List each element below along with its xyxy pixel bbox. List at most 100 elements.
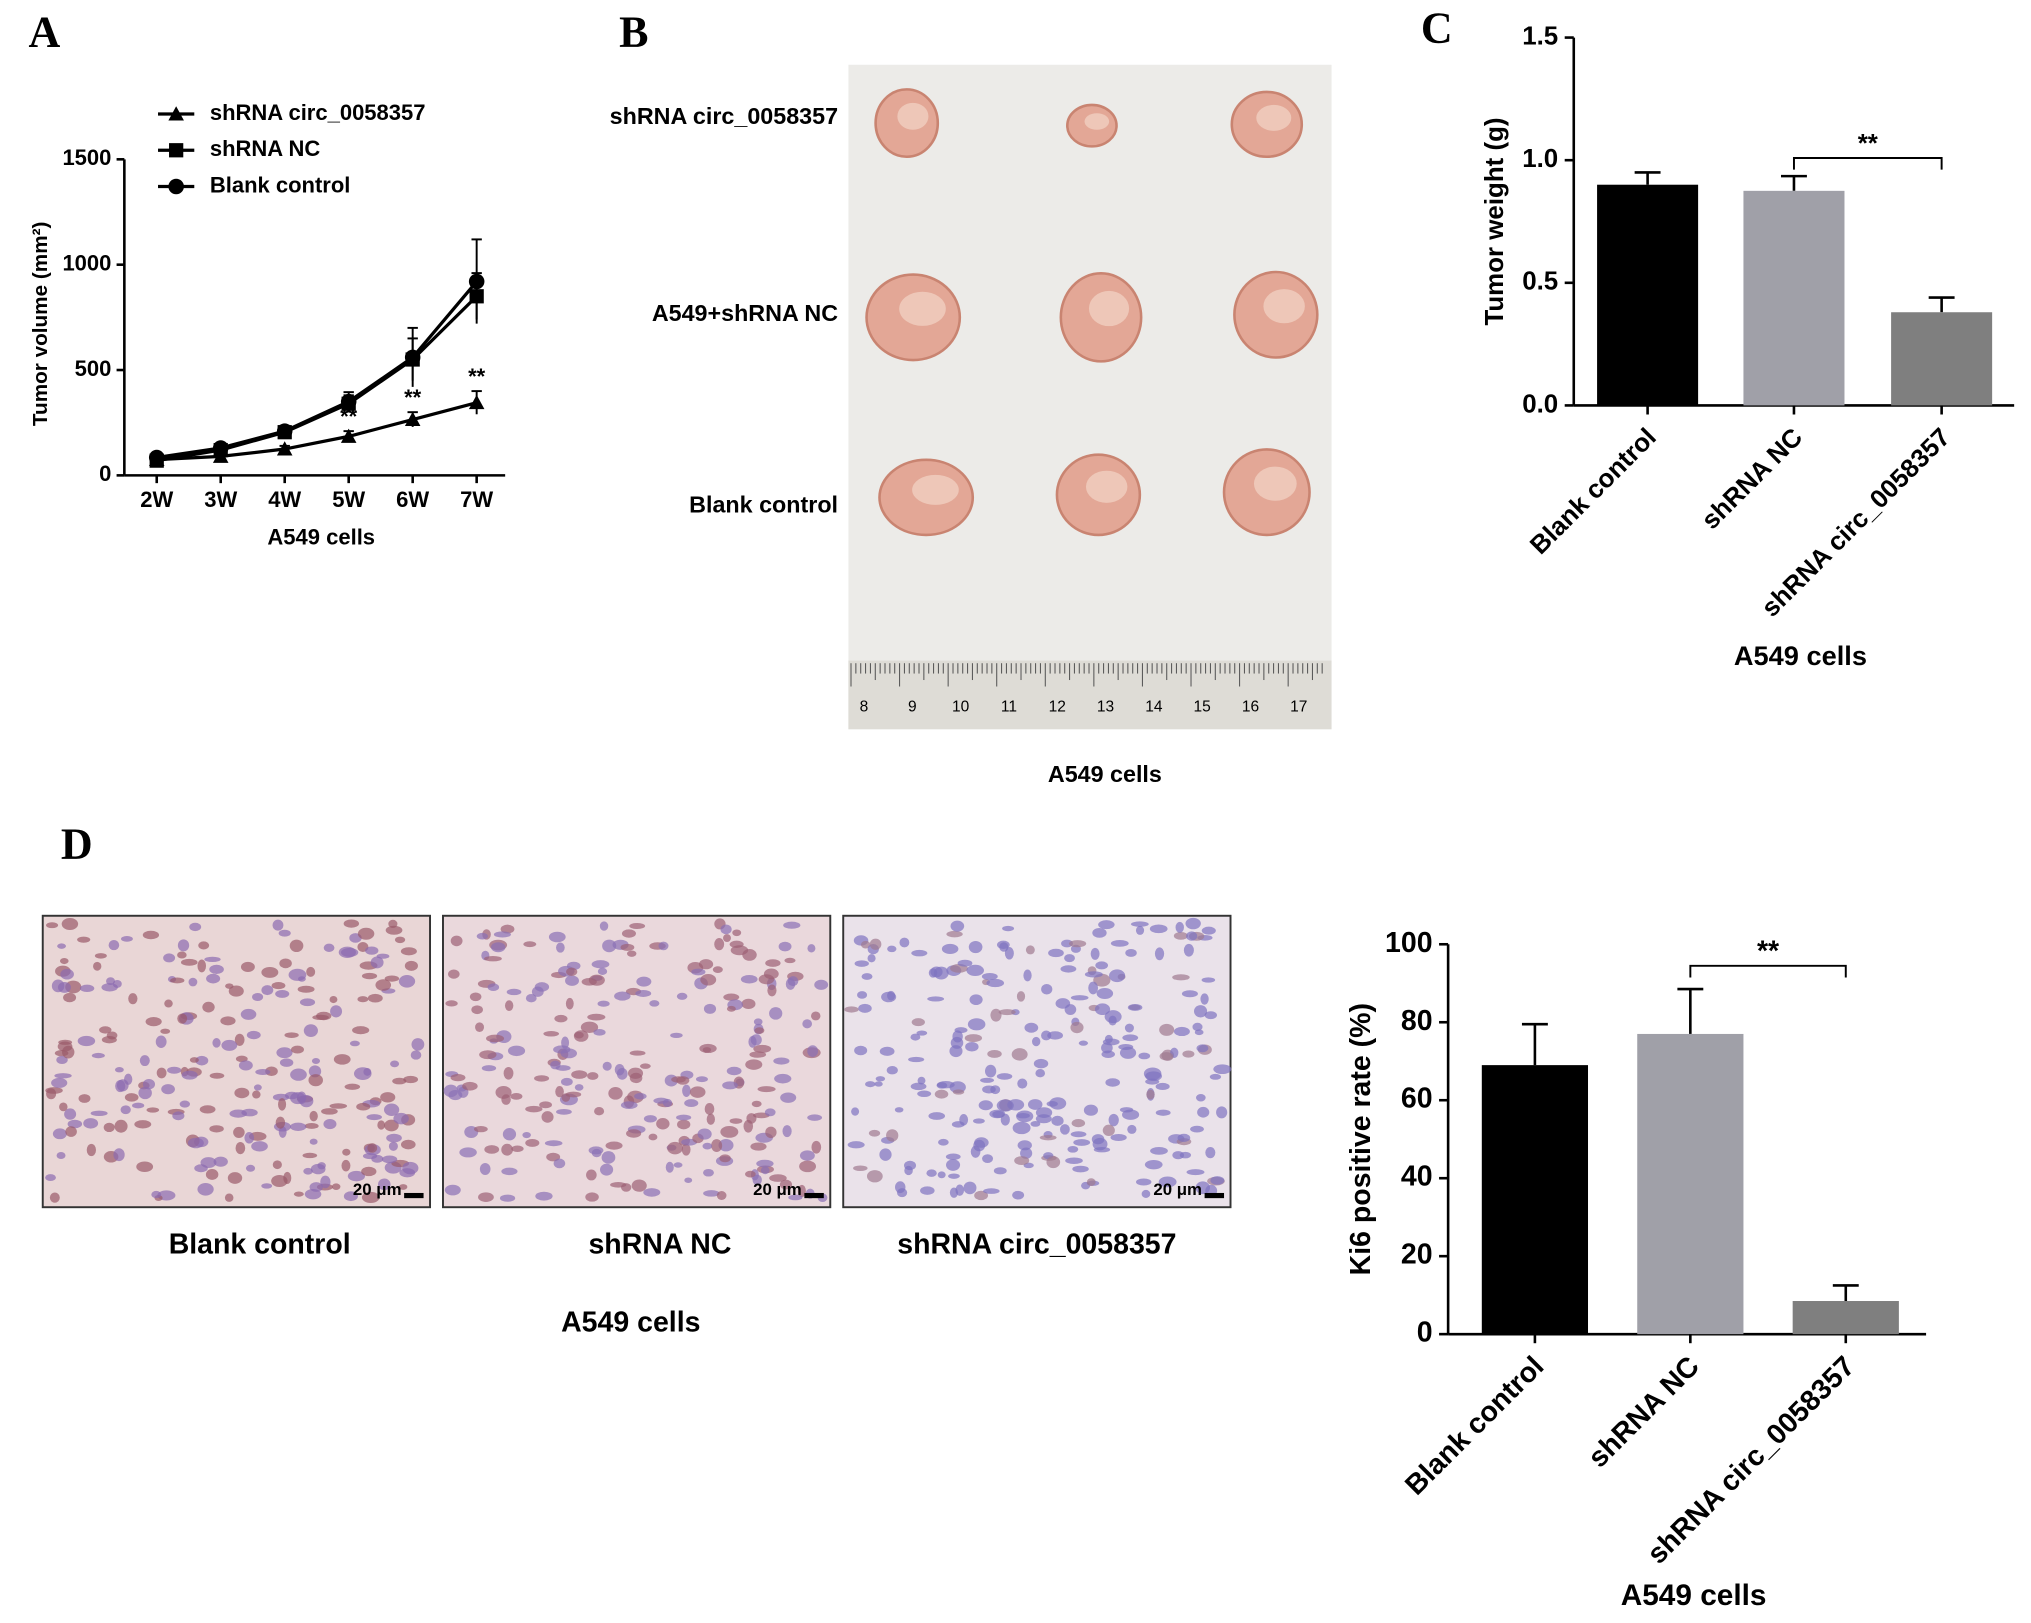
- cell-nucleus: [1109, 969, 1126, 983]
- cell-nucleus: [811, 1011, 821, 1021]
- cell-nucleus: [954, 1027, 968, 1034]
- cell-nucleus: [375, 979, 392, 991]
- cell-nucleus: [330, 1005, 343, 1018]
- cell-nucleus: [703, 1190, 720, 1197]
- cell-nucleus: [90, 1110, 108, 1117]
- cell-nucleus: [753, 1018, 763, 1026]
- cell-nucleus: [959, 1114, 969, 1126]
- cell-nucleus: [1064, 1004, 1077, 1015]
- cell-nucleus: [780, 1092, 797, 1103]
- cell-nucleus: [682, 1084, 691, 1097]
- data-point: [148, 449, 165, 466]
- cell-nucleus: [245, 1164, 256, 1172]
- cell-nucleus: [982, 1154, 994, 1163]
- cell-nucleus: [45, 1087, 63, 1094]
- cell-nucleus: [927, 996, 945, 1002]
- cell-nucleus: [1135, 1178, 1152, 1186]
- cell-nucleus: [484, 955, 502, 962]
- cell-nucleus: [234, 1087, 250, 1099]
- cell-nucleus: [501, 1143, 513, 1156]
- cell-nucleus: [103, 1122, 115, 1133]
- cell-nucleus: [851, 1107, 860, 1116]
- cell-nucleus: [544, 1140, 563, 1147]
- cell-nucleus: [982, 1085, 996, 1094]
- cell-nucleus: [908, 1056, 925, 1063]
- cell-nucleus: [1070, 1131, 1087, 1138]
- cell-nucleus: [667, 1141, 683, 1155]
- cell-nucleus: [209, 964, 224, 974]
- tumor-photo: [848, 64, 1332, 730]
- cell-nucleus: [261, 1183, 273, 1189]
- cell-nucleus: [493, 931, 511, 938]
- cell-nucleus: [63, 992, 77, 1003]
- cell-nucleus: [858, 1003, 872, 1013]
- x-axis-label: A549 cells: [1734, 640, 1867, 671]
- cell-nucleus: [1071, 1118, 1086, 1128]
- y-tick-label: 20: [1401, 1239, 1433, 1271]
- cell-nucleus: [1181, 990, 1198, 998]
- cell-nucleus: [459, 1147, 477, 1158]
- cell-nucleus: [1014, 1156, 1030, 1166]
- cell-nucleus: [779, 1179, 793, 1190]
- cell-nucleus: [507, 1045, 526, 1057]
- cell-nucleus: [58, 1039, 73, 1045]
- cell-nucleus: [743, 1119, 754, 1133]
- cell-nucleus: [213, 1156, 228, 1167]
- cell-nucleus: [869, 938, 882, 950]
- cell-nucleus: [691, 968, 706, 976]
- cell-nucleus: [894, 1107, 904, 1113]
- annotation: **: [468, 364, 486, 389]
- cell-nucleus: [303, 1167, 313, 1175]
- cell-nucleus: [712, 966, 723, 974]
- cell-nucleus: [138, 1086, 152, 1100]
- cell-nucleus: [398, 1184, 408, 1190]
- cell-nucleus: [340, 947, 359, 957]
- cell-nucleus: [561, 1093, 571, 1102]
- cell-nucleus: [534, 982, 550, 992]
- cell-nucleus: [1023, 969, 1032, 982]
- cell-nucleus: [581, 977, 597, 986]
- cell-nucleus: [1060, 965, 1077, 973]
- cell-nucleus: [221, 1039, 238, 1051]
- cell-nucleus: [297, 985, 315, 993]
- cell-nucleus: [278, 1098, 287, 1111]
- cell-nucleus: [189, 922, 202, 932]
- cell-nucleus: [767, 984, 777, 997]
- cell-nucleus: [59, 958, 69, 965]
- cell-nucleus: [643, 1115, 657, 1123]
- cell-nucleus: [276, 1047, 293, 1059]
- cell-nucleus: [534, 1075, 550, 1082]
- cell-nucleus: [926, 1169, 937, 1177]
- cell-nucleus: [86, 1143, 96, 1157]
- tumor-highlight: [1088, 290, 1130, 327]
- panel-label: A: [28, 7, 60, 56]
- cell-nucleus: [740, 975, 758, 984]
- cell-nucleus: [745, 1170, 756, 1178]
- y-tick-label: 0.0: [1522, 390, 1558, 418]
- cell-nucleus: [474, 1125, 488, 1133]
- y-tick-label: 60: [1401, 1083, 1433, 1115]
- x-tick-label: Blank control: [1525, 423, 1662, 560]
- cell-nucleus: [1146, 1089, 1155, 1100]
- cell-nucleus: [279, 1058, 294, 1067]
- data-point: [340, 428, 357, 443]
- cell-nucleus: [310, 1163, 326, 1175]
- cell-nucleus: [980, 1077, 995, 1083]
- cell-nucleus: [1051, 1115, 1064, 1126]
- cell-nucleus: [1012, 1190, 1025, 1200]
- cell-nucleus: [308, 1074, 323, 1087]
- cell-nucleus: [1016, 991, 1026, 1002]
- cell-nucleus: [366, 1114, 382, 1121]
- cell-nucleus: [684, 1099, 699, 1108]
- cell-nucleus: [993, 1167, 1007, 1175]
- cell-nucleus: [1135, 925, 1145, 935]
- cell-nucleus: [847, 1141, 865, 1149]
- cell-nucleus: [996, 1073, 1013, 1080]
- cell-nucleus: [45, 1174, 56, 1181]
- cell-nucleus: [610, 1182, 627, 1188]
- cell-nucleus: [261, 966, 279, 978]
- cell-nucleus: [478, 1192, 494, 1202]
- cell-nucleus: [343, 1191, 358, 1202]
- cell-nucleus: [594, 1107, 605, 1116]
